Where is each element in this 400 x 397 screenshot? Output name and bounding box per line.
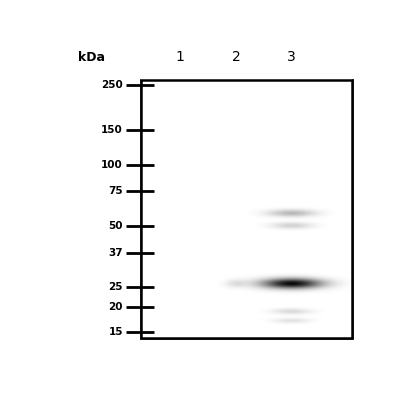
Bar [142, 80, 352, 338]
Text: 3: 3 [288, 50, 296, 64]
Text: 2: 2 [232, 50, 240, 64]
Text: 25: 25 [108, 282, 123, 292]
Text: 250: 250 [101, 80, 123, 90]
Text: 20: 20 [108, 302, 123, 312]
Text: 150: 150 [101, 125, 123, 135]
Text: 15: 15 [108, 327, 123, 337]
Bar [142, 80, 352, 338]
Text: 1: 1 [176, 50, 185, 64]
Text: 37: 37 [108, 248, 123, 258]
Text: 75: 75 [108, 186, 123, 196]
Text: 100: 100 [101, 160, 123, 170]
Text: 50: 50 [108, 221, 123, 231]
Text: kDa: kDa [78, 52, 105, 64]
